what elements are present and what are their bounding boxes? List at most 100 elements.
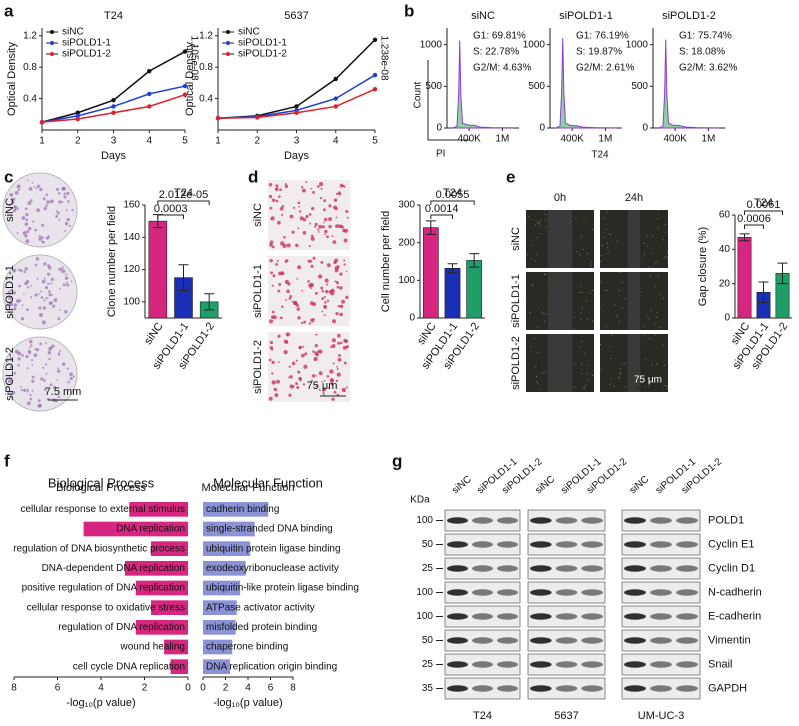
band — [472, 517, 493, 524]
colony — [58, 219, 61, 222]
speck — [525, 299, 527, 302]
colony — [36, 348, 40, 352]
colony — [56, 210, 58, 213]
band — [530, 565, 552, 572]
category-label: ubiquitin protein ligase binding — [206, 543, 341, 554]
cell — [269, 340, 274, 345]
speck — [576, 251, 578, 253]
cell — [292, 300, 298, 306]
lane-label: siNC — [450, 474, 474, 496]
cell — [300, 321, 304, 325]
speck — [544, 273, 547, 275]
legend-label: siPOLD1-1 — [62, 38, 111, 49]
cell — [302, 345, 305, 348]
phase-label: G2/M: 4.63% — [473, 63, 531, 74]
cell — [315, 375, 318, 377]
speck — [540, 311, 543, 313]
y-tick-label: 1000 — [420, 39, 443, 50]
colony — [56, 211, 60, 215]
cell — [302, 218, 307, 222]
colony — [40, 296, 44, 299]
colony — [61, 201, 64, 204]
colony — [13, 372, 17, 375]
speck — [530, 244, 532, 246]
data-point — [182, 49, 188, 54]
speck — [599, 306, 601, 308]
cell — [307, 280, 310, 283]
speck — [656, 316, 658, 318]
speck — [663, 385, 665, 387]
band — [624, 517, 646, 524]
legend-swatch — [226, 30, 230, 34]
category-label: regulation of DNA replication — [58, 622, 185, 633]
speck — [621, 307, 624, 309]
column-label: 24h — [625, 192, 643, 204]
colony — [42, 197, 46, 201]
speck — [643, 254, 646, 256]
scale-label: 75 μm — [307, 380, 338, 392]
cell — [277, 334, 281, 338]
speck — [609, 346, 611, 348]
bar — [135, 620, 188, 635]
colony — [39, 342, 43, 346]
cell — [329, 378, 335, 383]
speck — [643, 325, 645, 327]
lane-label: siNC — [628, 474, 652, 496]
colony — [16, 184, 21, 189]
band — [472, 613, 493, 620]
band — [555, 541, 578, 548]
band — [555, 565, 578, 572]
x-tick-label: 3 — [111, 136, 117, 147]
x-tick-label: 5 — [372, 136, 378, 147]
speck — [535, 366, 537, 368]
cell — [324, 278, 329, 283]
data-point — [147, 91, 152, 97]
speck — [578, 291, 581, 294]
colony — [14, 349, 19, 354]
colony — [64, 276, 69, 280]
y-tick-label: 1.2 — [23, 30, 37, 41]
band — [472, 589, 493, 596]
cell — [275, 262, 278, 266]
colony — [29, 397, 33, 401]
x-tick-label: 4 — [98, 683, 104, 694]
cell — [315, 385, 318, 388]
speck — [545, 220, 547, 222]
band — [581, 541, 603, 548]
band — [447, 685, 468, 692]
band — [497, 517, 518, 524]
cell — [339, 341, 343, 345]
cell — [277, 220, 281, 225]
speck — [591, 320, 594, 322]
cell — [337, 333, 341, 338]
x-axis-label: Days — [101, 150, 127, 162]
colony — [17, 188, 21, 192]
cell — [288, 365, 291, 368]
colony — [65, 281, 68, 284]
colony — [26, 230, 30, 234]
p-value: 2.012e-05 — [159, 189, 209, 201]
group-label: UM-UC-3 — [638, 710, 684, 722]
colony — [67, 381, 70, 384]
cell — [335, 311, 339, 316]
marker-label: 35 — [422, 683, 434, 694]
speck — [650, 310, 652, 312]
row-label: siNC — [510, 227, 522, 251]
colony — [42, 306, 47, 310]
colony — [45, 204, 48, 207]
speck — [645, 315, 647, 317]
cell — [333, 205, 338, 210]
band — [581, 661, 603, 668]
y-tick-label: 100 — [398, 275, 415, 286]
colony — [41, 320, 46, 325]
cell — [277, 289, 281, 293]
colony — [35, 257, 40, 261]
speck — [527, 215, 529, 217]
colony — [13, 205, 17, 208]
cell — [345, 270, 348, 273]
phase-label: G2/M: 3.62% — [679, 63, 737, 74]
band — [555, 589, 578, 596]
cell — [324, 301, 327, 304]
colony — [17, 363, 20, 367]
colony — [61, 186, 66, 191]
